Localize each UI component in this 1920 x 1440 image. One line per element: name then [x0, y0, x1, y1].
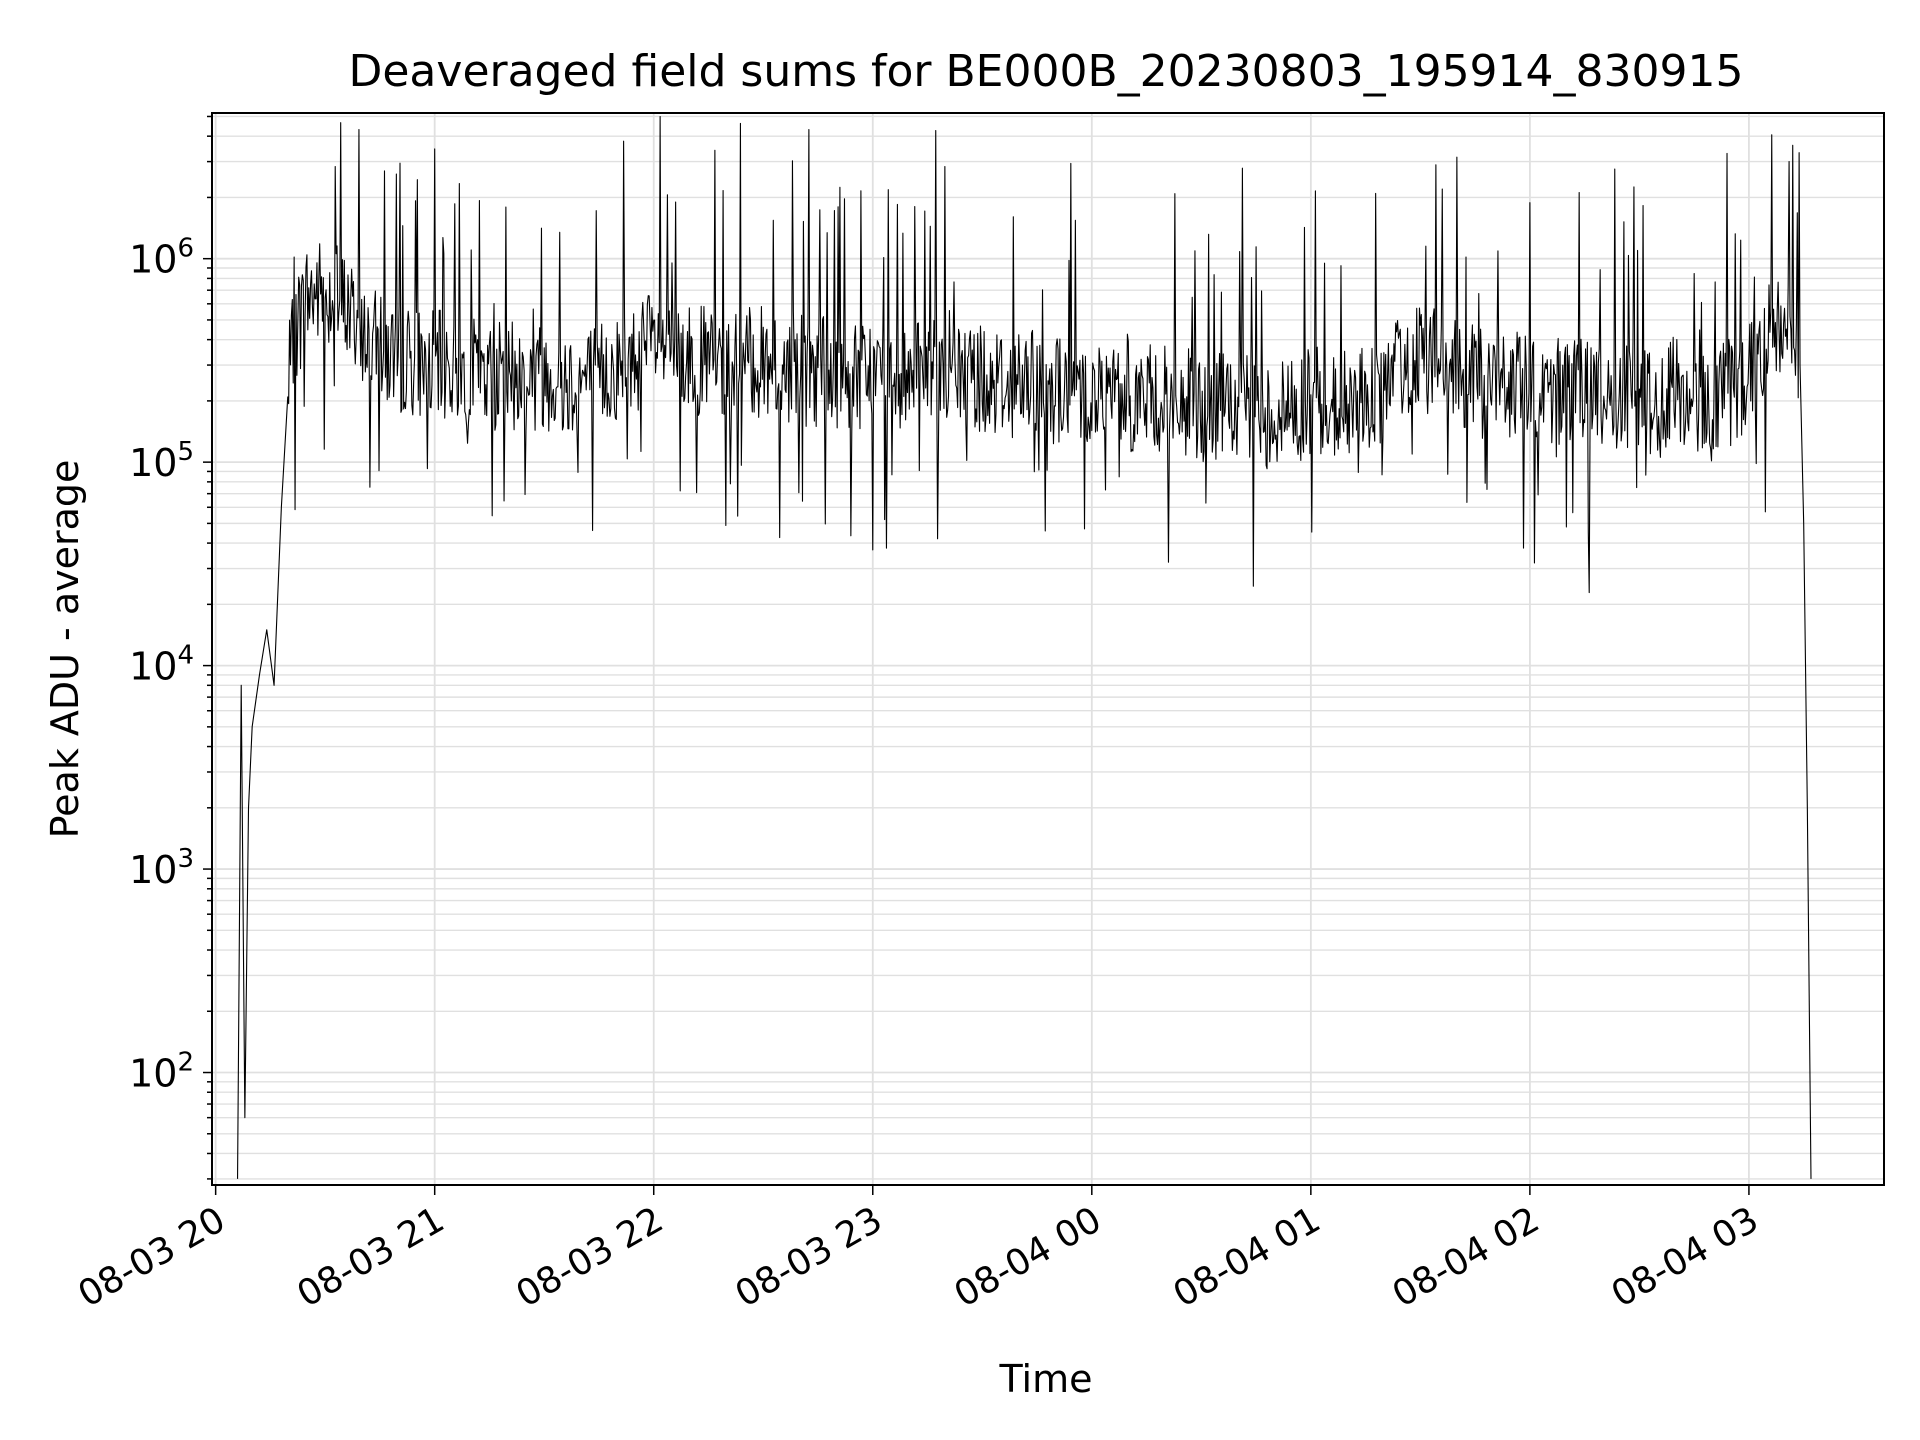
y-tick-label: 104 [129, 641, 194, 689]
x-tick-label: 08-03 22 [510, 1199, 671, 1315]
plot-frame [211, 112, 1885, 1186]
x-tick-label: 08-04 01 [1167, 1199, 1328, 1315]
x-tick-label: 08-04 02 [1386, 1199, 1547, 1315]
x-axis: 08-03 20 08-03 21 08-03 22 08-03 23 08-04 00… [71, 1185, 1765, 1316]
x-tick-label: 08-03 20 [71, 1199, 232, 1315]
y-tick-label: 103 [129, 844, 194, 892]
chart-title: Deaveraged field sums for BE000B_2023080… [348, 46, 1743, 97]
x-tick-label: 08-04 00 [948, 1199, 1109, 1315]
data-layer [237, 116, 1812, 1179]
x-tick-label: 08-04 03 [1605, 1199, 1766, 1315]
series-line [237, 116, 1812, 1179]
y-tick-label: 105 [129, 437, 194, 485]
x-axis-label: Time [999, 1357, 1093, 1401]
x-tick-label: 08-03 21 [291, 1199, 452, 1315]
y-axis: 102 103 104 105 106 [129, 115, 212, 1180]
grid [212, 113, 1884, 1185]
x-tick-label: 08-03 23 [729, 1199, 890, 1315]
y-axis-label: Peak ADU - average [43, 460, 87, 839]
y-tick-label: 102 [129, 1048, 194, 1096]
y-tick-label: 106 [129, 234, 194, 282]
